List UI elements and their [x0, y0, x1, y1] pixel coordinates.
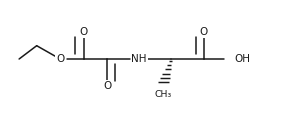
Text: OH: OH [234, 54, 251, 64]
Text: CH₃: CH₃ [154, 90, 171, 99]
Text: O: O [103, 81, 111, 91]
Text: O: O [200, 27, 208, 37]
Text: NH: NH [132, 54, 147, 64]
Text: O: O [80, 27, 88, 37]
Text: O: O [56, 54, 64, 64]
